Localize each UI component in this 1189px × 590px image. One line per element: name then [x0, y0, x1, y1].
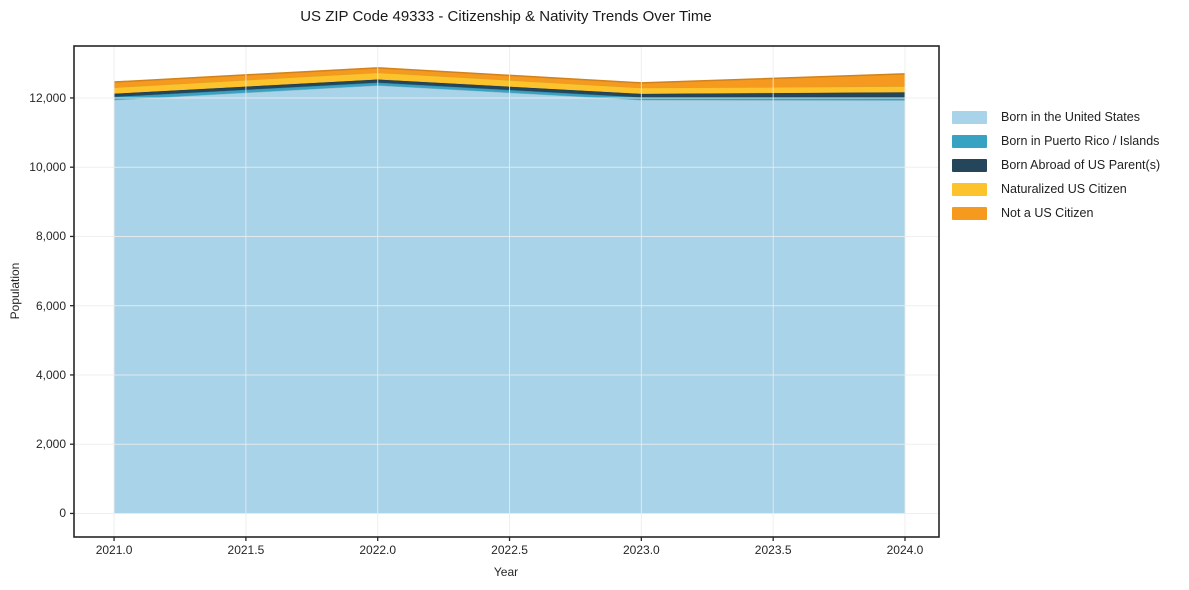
y-tick-label: 6,000 [35, 298, 66, 313]
y-tick-label: 2,000 [35, 437, 66, 452]
y-tick-label: 0 [59, 506, 66, 521]
legend-label: Not a US Citizen [1001, 206, 1094, 220]
x-tick-label: 2024.0 [886, 543, 924, 557]
legend-item: Naturalized US Citizen [952, 182, 1160, 196]
chart-title: US ZIP Code 49333 - Citizenship & Nativi… [300, 8, 712, 25]
legend-swatch-icon [952, 182, 987, 196]
x-tick-label: 2022.0 [359, 543, 397, 557]
y-tick-label: 12,000 [29, 90, 66, 105]
legend-label: Naturalized US Citizen [1001, 182, 1127, 196]
legend-item: Born in Puerto Rico / Islands [952, 134, 1160, 148]
x-tick-label: 2023.5 [754, 543, 792, 557]
legend-label: Born Abroad of US Parent(s) [1001, 158, 1161, 172]
legend-label: Born in the United States [1001, 110, 1140, 124]
legend-item: Born in the United States [952, 110, 1160, 124]
x-tick-label: 2022.5 [491, 543, 528, 557]
legend-swatch-icon [952, 158, 987, 172]
y-tick-label: 4,000 [35, 367, 66, 382]
legend-swatch-icon [952, 206, 987, 220]
legend-swatch-icon [952, 134, 987, 148]
x-axis-label: Year [493, 565, 519, 579]
legend-item: Born Abroad of US Parent(s) [952, 158, 1160, 172]
y-tick-label: 10,000 [29, 160, 66, 175]
x-tick-label: 2021.5 [227, 543, 265, 557]
legend-item: Not a US Citizen [952, 206, 1160, 220]
y-tick-label: 8,000 [35, 229, 66, 244]
legend-label: Born in Puerto Rico / Islands [1001, 134, 1160, 148]
x-tick-label: 2021.0 [95, 543, 133, 557]
legend-swatch-icon [952, 110, 987, 124]
plot-border [73, 45, 940, 538]
legend: Born in the United States Born in Puerto… [952, 110, 1160, 220]
x-tick-label: 2023.0 [622, 543, 660, 557]
